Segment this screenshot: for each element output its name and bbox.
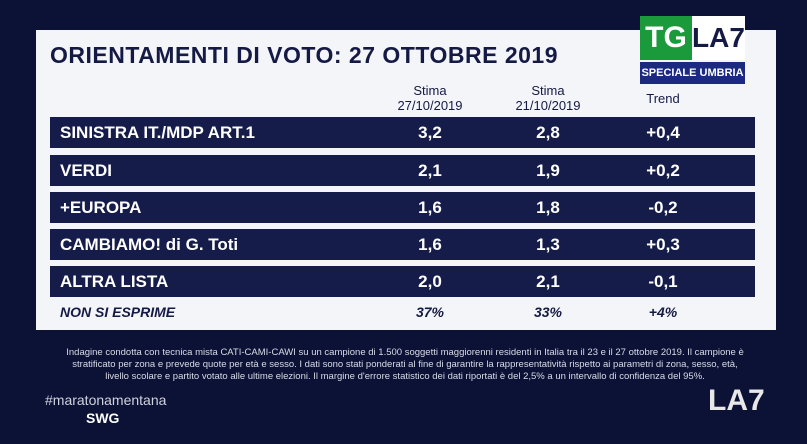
cell-value: +0,2 [646, 161, 680, 180]
table-row: SINISTRA IT./MDP ART.1 3,2 2,8 +0,4 [50, 117, 755, 148]
logo-la7: LA7 [692, 16, 745, 60]
cell-value: +4% [648, 304, 678, 320]
cell-value: 2,8 [536, 123, 560, 142]
logo: TG LA7 SPECIALE UMBRIA [640, 16, 745, 84]
column-header-line: 27/10/2019 [397, 98, 463, 113]
table-row: VERDI 2,1 1,9 +0,2 [50, 155, 755, 186]
cell-value: 37% [415, 304, 445, 320]
cell-value: 3,2 [418, 123, 442, 142]
party-name: SINISTRA IT./MDP ART.1 [60, 123, 255, 142]
column-header-line: Trend [646, 91, 680, 106]
cell-value: -0,1 [648, 272, 678, 291]
party-name: NON SI ESPRIME [60, 304, 176, 320]
cell-value: 1,3 [536, 235, 560, 254]
party-name: ALTRA LISTA [60, 272, 169, 291]
column-header-line: Stima [531, 83, 565, 98]
logo-special: SPECIALE UMBRIA [640, 62, 745, 84]
table-row-footer: NON SI ESPRIME 37% 33% +4% [50, 297, 755, 328]
cell-value: 2,0 [418, 272, 442, 291]
table-row: CAMBIAMO! di G. Toti 1,6 1,3 +0,3 [50, 229, 755, 260]
table-row: +EUROPA 1,6 1,8 -0,2 [50, 192, 755, 223]
cell-value: 1,6 [418, 235, 442, 254]
cell-value: 1,9 [536, 161, 560, 180]
cell-value: 2,1 [418, 161, 442, 180]
column-header: Stima 21/10/2019 [488, 83, 608, 113]
cell-value: +0,3 [646, 235, 680, 254]
column-header-line: 21/10/2019 [515, 98, 581, 113]
title: ORIENTAMENTI DI VOTO: 27 OTTOBRE 2019 [50, 42, 558, 68]
cell-value: 1,8 [536, 198, 560, 217]
cell-value: +0,4 [646, 123, 680, 142]
logo-tg: TG [640, 16, 692, 60]
column-header: Stima 27/10/2019 [370, 83, 490, 113]
source: SWG [86, 410, 120, 426]
cell-value: 33% [533, 304, 563, 320]
cell-value: 1,6 [418, 198, 442, 217]
column-header-line: Stima [413, 83, 447, 98]
table-row: ALTRA LISTA 2,0 2,1 -0,1 [50, 266, 755, 297]
cell-value: -0,2 [648, 198, 678, 217]
party-name: +EUROPA [60, 198, 142, 217]
hashtag: #maratonamentana [45, 392, 167, 408]
footnote: Indagine condotta con tecnica mista CATI… [66, 347, 744, 382]
party-name: CAMBIAMO! di G. Toti [60, 235, 239, 254]
cell-value: 2,1 [536, 272, 560, 291]
column-header: Trend [603, 91, 723, 106]
brand: LA7 [708, 384, 765, 417]
party-name: VERDI [60, 161, 112, 180]
